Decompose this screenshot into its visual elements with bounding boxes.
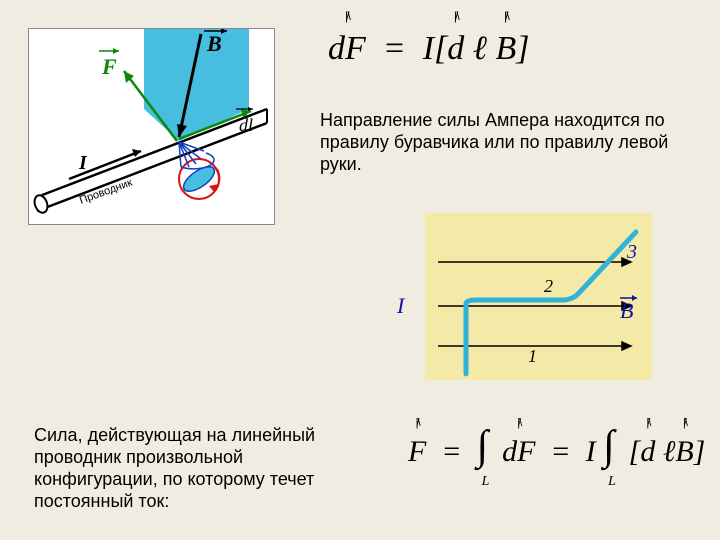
I-label: I bbox=[78, 152, 88, 174]
ampere-direction-text: Направление силы Ампера находится по пра… bbox=[320, 110, 690, 176]
figure-wire-in-field: 2 1 I 3 B bbox=[395, 205, 660, 385]
gimlet-icon bbox=[179, 159, 219, 199]
B-label-fig2: B bbox=[620, 298, 633, 324]
segment-2-label: 2 bbox=[544, 276, 553, 296]
conductor-label: Проводник bbox=[78, 177, 134, 207]
wire-path bbox=[466, 232, 636, 374]
formula-dF: |/\ddFF = I[|/\d ℓ |/\B] bbox=[328, 30, 598, 68]
dl-label: dl bbox=[239, 115, 253, 135]
figure-ampere-force: Проводник I dl F B bbox=[28, 28, 275, 225]
B-label: B bbox=[206, 31, 222, 56]
field-region bbox=[144, 29, 249, 141]
linear-conductor-text: Сила, действующая на линейный проводник … bbox=[34, 425, 364, 513]
conductor bbox=[32, 109, 267, 215]
F-label: F bbox=[101, 54, 117, 79]
formula-F-integral: |/\F = ∫L |/\dF = I ∫L [|/\d ℓ|/\B] bbox=[408, 430, 708, 478]
segment-1-label: 1 bbox=[528, 346, 537, 366]
I-label-fig2: I bbox=[397, 293, 404, 319]
segment-3-label: 3 bbox=[627, 241, 637, 264]
figure1-svg: Проводник I dl F B bbox=[29, 29, 274, 224]
figure2-svg: 2 1 bbox=[426, 214, 651, 379]
